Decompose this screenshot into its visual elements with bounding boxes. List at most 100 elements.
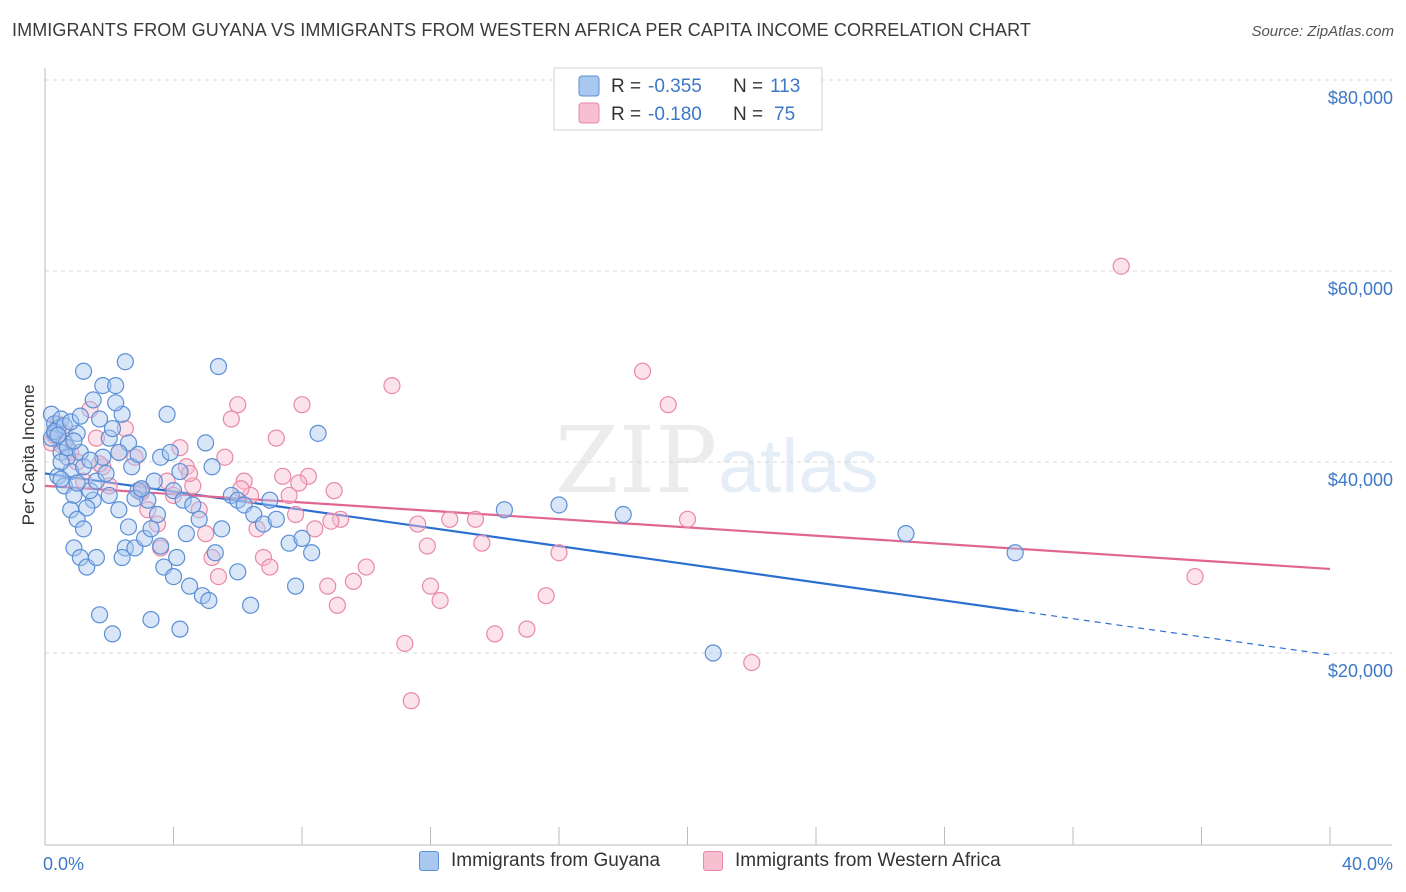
data-point-western-africa xyxy=(550,544,568,562)
legend-box: R = -0.355 N = 113 R = -0.180 N = 75 xyxy=(553,67,823,131)
data-point-western-africa xyxy=(743,653,761,672)
watermark-atlas: atlas xyxy=(718,424,879,509)
data-point-western-africa xyxy=(383,377,401,395)
axes xyxy=(44,68,1392,846)
x-tick-label: 0.0% xyxy=(43,854,84,874)
bottom-legend: Immigrants from Guyana Immigrants from W… xyxy=(0,850,1406,880)
legend-r-label-1: R = xyxy=(611,76,641,97)
data-point-guyana xyxy=(209,357,228,376)
data-point-guyana xyxy=(116,539,134,557)
data-point-guyana xyxy=(81,482,99,500)
series-guyana xyxy=(42,353,1024,662)
data-point-western-africa xyxy=(197,525,215,543)
data-point-guyana xyxy=(49,426,67,444)
data-point-western-africa xyxy=(261,558,279,576)
data-point-guyana xyxy=(74,520,93,538)
data-point-western-africa xyxy=(116,419,134,438)
watermark-zip: ZIP xyxy=(555,407,717,514)
chart-title: IMMIGRANTS FROM GUYANA VS IMMIGRANTS FRO… xyxy=(12,20,1031,40)
data-point-guyana xyxy=(135,529,154,548)
data-point-guyana xyxy=(94,448,112,466)
data-point-guyana xyxy=(129,445,147,463)
data-point-guyana xyxy=(161,443,179,462)
data-point-guyana xyxy=(704,644,722,662)
data-point-western-africa xyxy=(290,474,308,492)
data-point-guyana xyxy=(171,462,189,481)
data-point-western-africa xyxy=(74,472,93,490)
data-point-guyana xyxy=(58,439,77,457)
data-point-guyana xyxy=(293,529,311,548)
data-point-guyana xyxy=(614,505,632,524)
data-point-guyana xyxy=(110,501,128,519)
legend-swatch-western-africa xyxy=(578,102,600,124)
data-point-guyana xyxy=(158,405,176,423)
data-point-western-africa xyxy=(518,620,536,638)
data-point-guyana xyxy=(74,458,93,476)
data-point-guyana xyxy=(164,567,183,586)
legend-r-value-2: -0.180 xyxy=(648,104,702,125)
data-point-western-africa xyxy=(402,692,420,710)
y-tick-label: $80,000 xyxy=(1328,88,1393,108)
data-point-guyana xyxy=(550,496,568,514)
data-point-guyana xyxy=(103,625,122,643)
data-point-western-africa xyxy=(293,396,311,414)
data-point-guyana xyxy=(107,377,125,395)
data-point-guyana xyxy=(78,499,96,517)
data-point-western-africa xyxy=(431,591,449,610)
data-point-guyana xyxy=(145,472,163,490)
data-point-guyana xyxy=(126,489,144,507)
data-point-western-africa xyxy=(267,429,285,447)
data-point-guyana xyxy=(68,510,86,528)
data-point-western-africa xyxy=(299,467,318,485)
watermark: ZIP atlas xyxy=(555,407,879,514)
data-point-western-africa xyxy=(158,472,176,490)
data-point-guyana xyxy=(229,563,247,581)
data-point-western-africa xyxy=(357,558,375,576)
y-tick-label: $60,000 xyxy=(1328,279,1393,299)
data-point-western-africa xyxy=(209,567,228,586)
data-point-western-africa xyxy=(222,410,240,428)
data-point-western-africa xyxy=(274,467,292,485)
data-point-guyana xyxy=(68,474,86,492)
data-point-guyana xyxy=(174,491,192,509)
data-point-guyana xyxy=(52,470,70,488)
data-point-western-africa xyxy=(139,501,157,519)
legend-n-label-2: N = xyxy=(733,104,763,125)
data-point-guyana xyxy=(280,534,298,552)
data-point-guyana xyxy=(180,577,199,595)
data-point-guyana xyxy=(142,520,160,538)
data-point-western-africa xyxy=(216,448,234,466)
data-point-guyana xyxy=(110,443,128,462)
data-point-western-africa xyxy=(280,486,298,505)
data-point-western-africa xyxy=(441,510,459,528)
y-axis-title: Per Capita Income xyxy=(19,385,38,526)
data-point-western-africa xyxy=(473,534,491,552)
data-point-guyana xyxy=(148,505,167,524)
data-point-guyana xyxy=(91,606,109,624)
data-point-guyana xyxy=(177,525,195,543)
data-point-western-africa xyxy=(418,537,436,555)
data-point-western-africa xyxy=(254,548,273,567)
y-tick-label: $40,000 xyxy=(1328,470,1393,490)
data-point-guyana xyxy=(71,407,89,425)
data-point-western-africa xyxy=(486,625,504,643)
data-point-guyana xyxy=(132,480,150,498)
data-point-guyana xyxy=(203,458,221,476)
data-point-guyana xyxy=(91,410,109,428)
data-point-guyana xyxy=(62,413,80,431)
data-point-guyana xyxy=(267,510,285,528)
data-point-guyana xyxy=(200,591,218,610)
data-point-guyana xyxy=(1006,544,1024,562)
data-point-guyana xyxy=(87,548,106,567)
y-tick-label: $20,000 xyxy=(1328,661,1393,681)
bottom-legend-swatch-western-africa xyxy=(703,851,723,871)
data-point-western-africa xyxy=(659,396,677,414)
x-axis-labels: 0.0% 40.0% xyxy=(43,854,1393,874)
data-point-guyana xyxy=(197,434,215,452)
data-point-guyana xyxy=(103,419,122,438)
data-point-guyana xyxy=(49,467,67,485)
data-point-guyana xyxy=(171,620,189,638)
data-point-western-africa xyxy=(396,634,414,653)
data-point-guyana xyxy=(184,496,202,514)
